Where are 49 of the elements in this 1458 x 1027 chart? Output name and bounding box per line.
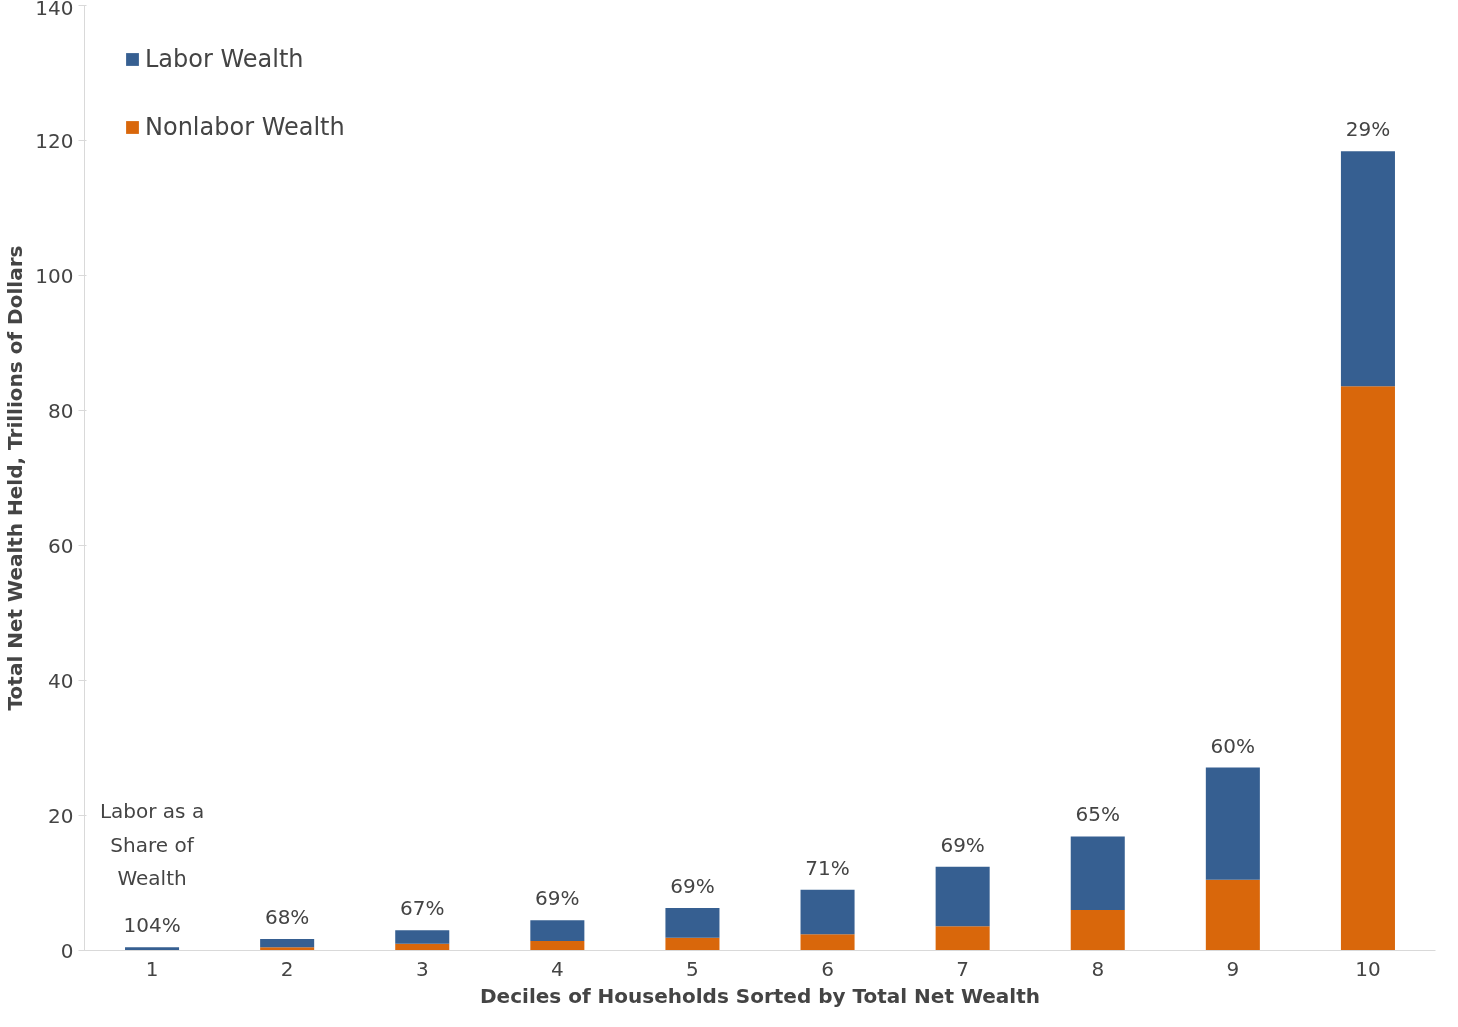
annotation: 65%	[1075, 802, 1120, 827]
y-tick-label: 0	[60, 938, 74, 963]
annotation: 69%	[535, 886, 580, 911]
x-tick-label: 8	[1091, 956, 1105, 981]
annotation: 69%	[670, 873, 715, 898]
bar	[665, 937, 720, 951]
bar	[530, 920, 585, 942]
bar	[935, 866, 990, 927]
y-tick-label: 20	[48, 803, 74, 828]
bar	[665, 907, 720, 938]
legend-label: Nonlabor Wealth	[145, 113, 345, 141]
bar	[1070, 836, 1125, 910]
x-tick-label: 4	[550, 956, 564, 981]
bar	[530, 941, 585, 951]
bar	[1070, 910, 1125, 951]
x-tick-label: 5	[686, 956, 699, 981]
x-tick-label: 6	[821, 956, 834, 981]
y-tick-label: 140	[35, 0, 74, 20]
bar	[935, 926, 990, 951]
legend-label: Labor Wealth	[145, 45, 304, 73]
annotation: 60%	[1210, 733, 1256, 758]
y-tick-label: 80	[48, 398, 74, 423]
bar	[260, 939, 315, 948]
x-tick-label: 3	[415, 956, 429, 981]
x-tick-label: 10	[1355, 956, 1381, 981]
bar	[1340, 151, 1395, 387]
annotation: 104%	[123, 913, 181, 938]
bar	[395, 930, 450, 944]
x-tick-label: 7	[956, 956, 970, 981]
x-tick-label: 9	[1226, 956, 1240, 981]
y-tick-label: 120	[35, 128, 74, 153]
x-axis-title: Deciles of Households Sorted by Total Net Wealth	[480, 983, 1040, 1008]
x-tick-label: 2	[280, 956, 294, 981]
bar	[800, 889, 855, 935]
y-tick-label: 60	[48, 533, 74, 558]
bar	[1205, 879, 1260, 951]
bar	[1340, 386, 1395, 951]
annotation: 67%	[400, 896, 445, 921]
y-tick-label: 100	[35, 263, 74, 288]
x-tick-label: 1	[145, 956, 159, 981]
annotation: 69%	[940, 832, 985, 857]
y-tick-label: 40	[48, 668, 74, 693]
bar	[800, 934, 855, 951]
y-axis-title: Total Net Wealth Held, Trillions of Dollars	[3, 245, 28, 711]
annotation: 29%	[1345, 117, 1391, 142]
annotation: Labor as a Share of Wealth	[99, 799, 205, 891]
annotation: 68%	[264, 905, 310, 930]
annotation: 71%	[805, 855, 850, 880]
bar	[1205, 767, 1260, 880]
